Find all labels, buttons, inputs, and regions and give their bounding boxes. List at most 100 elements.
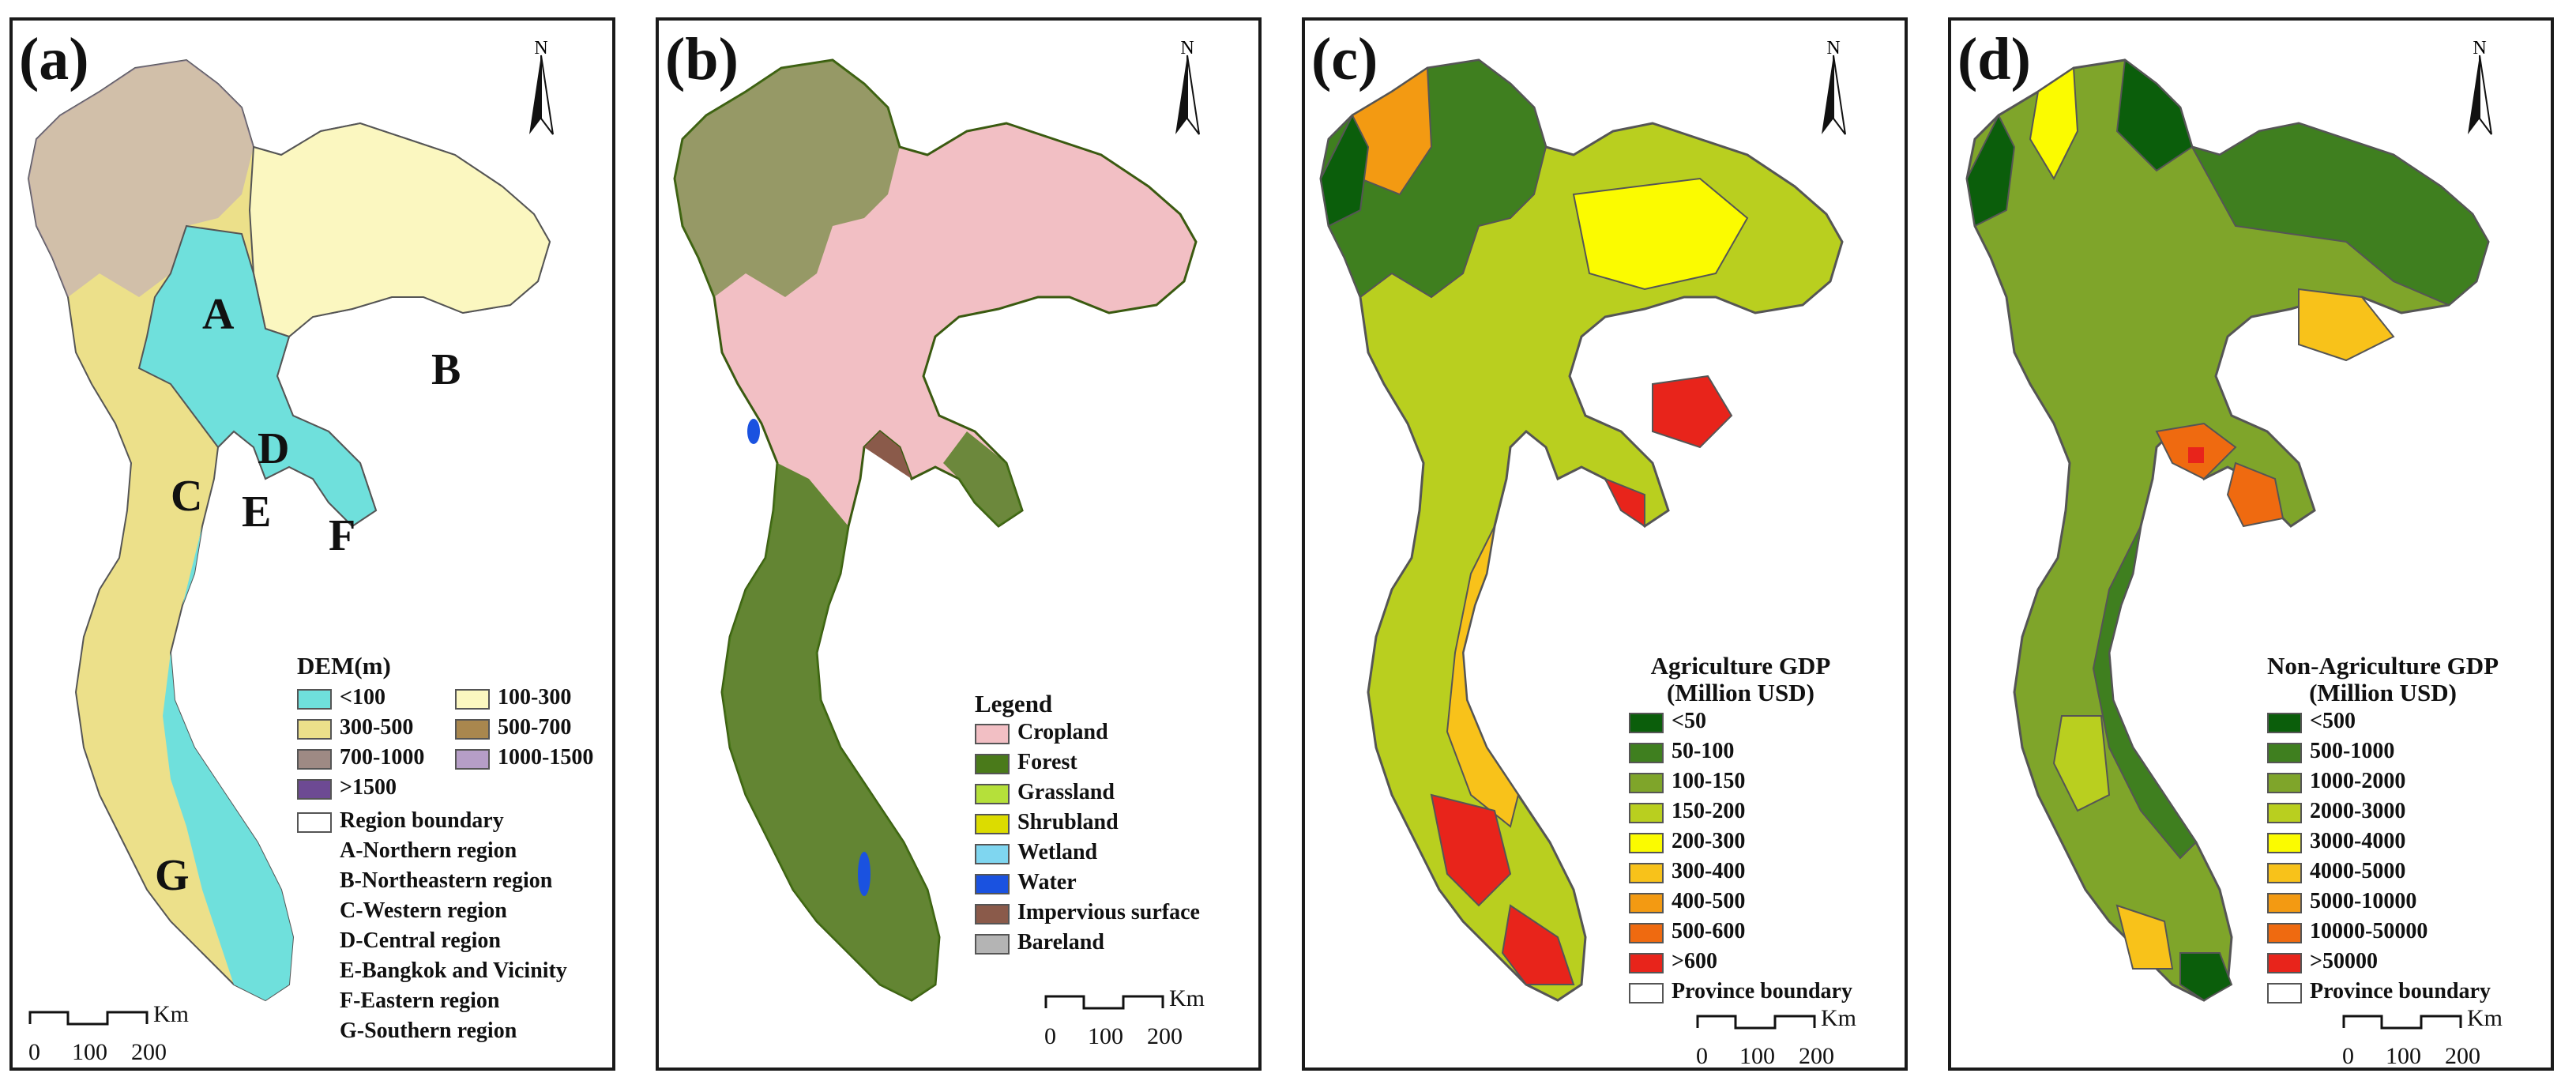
swatch [1629,952,1664,973]
landcover-legend: Legend Cropland Forest Grassland Shrubla… [975,691,1200,958]
legend-subtitle: (Million USD) [1667,679,1814,706]
legend-item: >50000 [2267,947,2499,977]
agri-gdp-map [1319,58,1844,1002]
swatch [1629,982,1664,1004]
region-name: C-Western region [340,898,507,923]
swatch [975,873,1010,894]
legend-item: Water [975,868,1200,898]
swatch [2267,922,2302,943]
swatch [1629,832,1664,853]
legend-item: 50-100 [1629,736,1852,766]
north-letter: N [1180,38,1194,58]
scale-bar-graphic [1044,995,1164,1010]
nonagri-gdp-map [1965,58,2490,1002]
swatch [1629,922,1664,943]
legend-item: Province boundary [2267,977,2499,1007]
legend-item: 500-600 [1629,917,1852,947]
legend-subtitle: (Million USD) [2309,679,2457,706]
region-letter-e: E [242,488,272,537]
region-letter-d: D [258,424,290,473]
panel-d: (d) N Non-Agriculture GDP (Million USD) … [1948,17,2554,1071]
swatch [2267,712,2302,733]
legend-item: 10000-50000 [2267,917,2499,947]
legend-item: 1000-2000 [2267,766,2499,796]
region-name: F-Eastern region [340,988,500,1013]
legend-item: 300-400 [1629,857,1852,887]
region-letter-f: F [329,511,356,560]
swatch [1629,772,1664,793]
swatch [975,813,1010,834]
region-name: B-Northeastern region [340,868,553,893]
swatch [1629,712,1664,733]
north-arrow-icon: N [2467,38,2492,135]
legend-item: 500-700 [455,713,612,743]
scale-unit: Km [1821,1005,1856,1031]
legend-item: Shrubland [975,808,1200,838]
panel-a: (a) N A B C D E F G DEM(m) <100 100-300 … [9,17,615,1071]
scale-bar-graphic [1696,1015,1816,1030]
legend-item: 1000-1500 [455,743,612,773]
scale-tick: 0 [1696,1043,1708,1069]
region-name: G-Southern region [340,1019,517,1043]
legend-item: >1500 [297,773,455,803]
legend-item: Cropland [975,717,1200,747]
swatch [2267,742,2302,763]
legend-item: Province boundary [1629,977,1852,1007]
legend-item: 5000-10000 [2267,887,2499,917]
swatch [2267,832,2302,853]
swatch [1629,862,1664,883]
legend-title: DEM(m) [297,652,391,680]
dem-legend: DEM(m) <100 100-300 300-500 500-700 700-… [297,652,612,1046]
landcover-map [673,58,1198,1002]
scale-tick: 200 [2445,1043,2480,1069]
panel-c: (c) N Agriculture GDP (Million USD) <50 … [1302,17,1908,1071]
scale-bar: Km 0 100 200 [1696,1005,1870,1068]
swatch [2267,862,2302,883]
swatch [2267,772,2302,793]
agri-gdp-legend: Agriculture GDP (Million USD) <50 50-100… [1629,653,1852,1007]
panel-b: (b) N Legend Cropland Forest Grassland S… [656,17,1262,1071]
legend-item: 100-300 [455,683,612,713]
swatch [975,903,1010,924]
panel-label: (c) [1311,26,1378,92]
north-arrow-icon: N [528,38,554,135]
legend-item: 2000-3000 [2267,796,2499,827]
legend-item: 4000-5000 [2267,857,2499,887]
legend-item: 400-500 [1629,887,1852,917]
swatch [975,723,1010,744]
legend-item: 700-1000 [297,743,455,773]
scale-tick: 200 [1147,1023,1183,1049]
scale-tick: 0 [2342,1043,2354,1069]
scale-tick: 200 [131,1039,167,1065]
swatch [2267,982,2302,1004]
north-letter: N [534,38,547,58]
scale-bar-graphic [2342,1015,2462,1030]
scale-tick: 100 [1739,1043,1775,1069]
legend-item: Impervious surface [975,898,1200,928]
dem-map [28,59,551,1001]
scale-unit: Km [153,1001,189,1027]
scale-bar-graphic [28,1011,149,1026]
swatch [2267,892,2302,913]
scale-unit: Km [1169,985,1205,1011]
swatch [455,718,490,740]
scale-tick: 0 [1044,1023,1056,1049]
swatch [975,843,1010,864]
region-letter-a: A [202,290,235,339]
swatch [2267,952,2302,973]
legend-title: Agriculture GDP [1650,652,1831,680]
panel-label: (b) [665,26,739,92]
swatch [297,778,332,800]
north-letter: N [2473,38,2486,58]
legend-item: Wetland [975,838,1200,868]
swatch [297,718,332,740]
region-letter-g: G [155,851,190,900]
swatch [1629,742,1664,763]
region-letter-b: B [431,345,461,394]
swatch [2267,802,2302,823]
legend-item: Grassland [975,778,1200,808]
scale-tick: 200 [1799,1043,1834,1069]
swatch [1629,892,1664,913]
legend-item: >600 [1629,947,1852,977]
scale-unit: Km [2467,1005,2503,1031]
